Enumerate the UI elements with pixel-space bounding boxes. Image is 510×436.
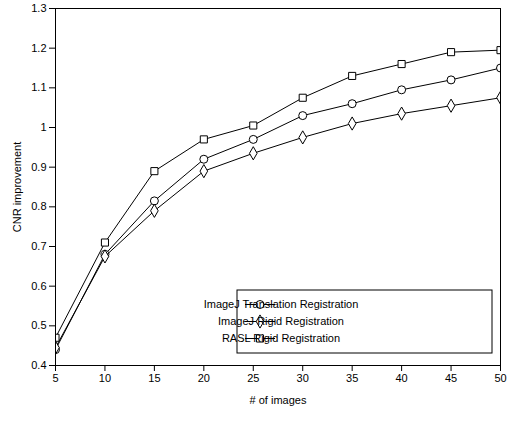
svg-text:RASL Rigid Registration: RASL Rigid Registration [222,332,340,344]
svg-text:0.8: 0.8 [31,200,46,212]
svg-text:1.3: 1.3 [31,2,46,14]
svg-text:0.4: 0.4 [31,359,46,371]
svg-text:# of images: # of images [250,394,307,406]
svg-text:0.6: 0.6 [31,280,46,292]
svg-text:30: 30 [297,372,309,384]
svg-text:1.1: 1.1 [31,81,46,93]
svg-text:35: 35 [346,372,358,384]
svg-text:ImageJ Rigid Registration: ImageJ Rigid Registration [218,315,344,327]
svg-text:5: 5 [52,372,58,384]
svg-text:15: 15 [148,372,160,384]
svg-text:0.9: 0.9 [31,161,46,173]
svg-text:20: 20 [198,372,210,384]
svg-text:10: 10 [99,372,111,384]
svg-text:0.5: 0.5 [31,319,46,331]
svg-text:45: 45 [445,372,457,384]
svg-text:25: 25 [247,372,259,384]
svg-text:CNR improvement: CNR improvement [11,142,23,232]
svg-text:ImageJ Translation Registratio: ImageJ Translation Registration [204,298,359,310]
svg-text:40: 40 [395,372,407,384]
svg-text:1: 1 [40,121,46,133]
svg-text:50: 50 [494,372,506,384]
svg-text:0.7: 0.7 [31,240,46,252]
svg-text:1.2: 1.2 [31,42,46,54]
